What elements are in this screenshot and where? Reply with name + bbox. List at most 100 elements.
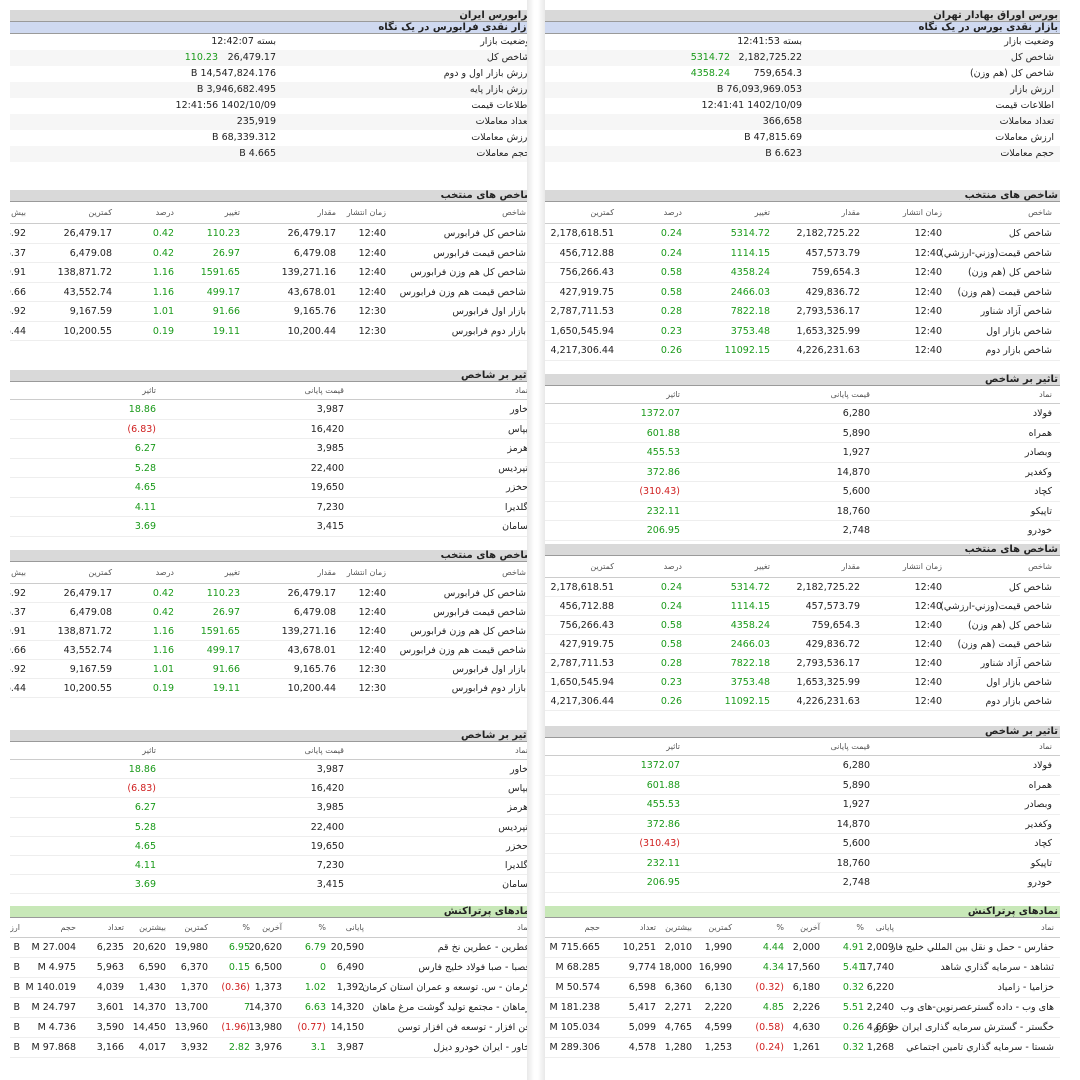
impact-row[interactable]: وکغدیر 14,870 372.86 [544, 815, 1060, 834]
impact-row[interactable]: وبصادر 1,927 455.53 [544, 443, 1060, 463]
index-value: 429,836.72 [805, 639, 860, 650]
traded-row[interactable]: فصبا - صبا فولاد خلیج فارس 6,490 0 6,500 0.1… [10, 958, 536, 978]
impact-row[interactable]: تپردیس 22,400 5.28 [10, 459, 536, 478]
index-row[interactable]: شاخص بازار اول 12:40 1,653,325.99 3753.48 0.… [544, 322, 1060, 341]
traded-lp: (1.96) [221, 1022, 250, 1033]
index-change: 110.23 [206, 588, 240, 599]
traded-row[interactable]: عطرین - عطرین نخ قم 20,590 6.79 20,620 6.95 1… [10, 938, 536, 958]
impact-row[interactable]: گلدیرا 7,230 4.11 [10, 498, 536, 517]
index-row[interactable]: شاخص بازار اول 12:40 1,653,325.99 3753.48 0.… [544, 673, 1060, 692]
index-time: 12:40 [914, 345, 942, 356]
index-row[interactable]: شاخص کل (هم وزن) 12:40 759,654.3 4358.24 0.5… [544, 616, 1060, 635]
impact-row[interactable]: کچاد 5,600 (310.43) [544, 834, 1060, 854]
index-row[interactable]: شاخص کل هم وزن فرابورس 12:40 139,271.16 159… [10, 622, 536, 641]
traded-row[interactable]: خگستر - گسترش سرمایه گذاری ایران خودرو 4,… [544, 1018, 1060, 1038]
traded-row[interactable]: های وب - داده گسترعصرنوین-های وب 2,240 5.5… [544, 998, 1060, 1018]
index-row[interactable]: شاخص قیمت فرابورس 12:40 6,479.08 26.97 0.42 6… [10, 603, 536, 622]
index-row[interactable]: بازار اول فرابورس 12:30 9,165.76 91.66 1.01 9… [10, 302, 536, 322]
impact-row[interactable]: خاور 3,987 18.86 [10, 400, 536, 420]
impact-row[interactable]: همراه 5,890 601.88 [544, 424, 1060, 443]
index-row[interactable]: بازار دوم فرابورس 12:30 10,200.44 19.11 0.19… [10, 322, 536, 341]
index-low: 43,552.74 [63, 645, 112, 656]
impact-price: 5,890 [842, 427, 870, 439]
stat-label: وضعیت بازار [480, 36, 530, 47]
index-row[interactable]: شاخص کل هم وزن فرابورس 12:40 139,271.16 159… [10, 263, 536, 283]
index-row[interactable]: شاخص بازار دوم 12:40 4,226,231.63 11092.15 0… [544, 341, 1060, 361]
traded-vol: 97.868 M [31, 1042, 76, 1053]
impact-row[interactable]: حخزر 19,650 4.65 [10, 478, 536, 498]
traded-row[interactable]: فن افزار - توسعه فن افزار توسن 14,150 (0.7… [10, 1018, 536, 1038]
impact-row[interactable]: گلدیرا 7,230 4.11 [10, 856, 536, 876]
index-row[interactable]: شاخص کل 12:40 2,182,725.22 5314.72 0.24 2,178… [544, 224, 1060, 244]
impact-row[interactable]: خاور 3,987 18.86 [10, 760, 536, 780]
stat-value: 1402/10/09 12:41:56 [175, 100, 276, 111]
traded-row[interactable]: ثشاهد - سرمایه گذاري شاهد 17,740 5.41 17,56… [544, 958, 1060, 978]
impact-row[interactable]: وکغدیر 14,870 372.86 [544, 463, 1060, 482]
impact-row[interactable]: بپاس 16,420 (6.83) [10, 779, 536, 799]
impact-row[interactable]: هرمز 3,985 6.27 [10, 439, 536, 459]
index-row[interactable]: بازار دوم فرابورس 12:30 10,200.44 19.11 0.19… [10, 679, 536, 698]
stat-row: حجم معاملات 4.665 B [10, 146, 536, 162]
impact-price: 19,650 [310, 482, 344, 493]
impact-row[interactable]: خودرو 2,748 206.95 [544, 521, 1060, 541]
impact-row[interactable]: فولاد 6,280 1372.07 [544, 404, 1060, 424]
impact-row[interactable]: سامان 3,415 3.69 [10, 875, 536, 895]
index-row[interactable]: شاخص کل فرابورس 12:40 26,479.17 110.23 0.42 2… [10, 584, 536, 603]
index-row[interactable]: شاخص آزاد شناور 12:40 2,793,536.17 7822.18 0… [544, 302, 1060, 322]
traded-val: B [13, 1002, 20, 1013]
impact-row[interactable]: حخزر 19,650 4.65 [10, 837, 536, 856]
index-row[interactable]: شاخص قیمت هم وزن فرابورس 12:40 43,678.01 49… [10, 283, 536, 302]
traded-low: 16,990 [698, 962, 732, 973]
impact-price: 18,760 [836, 857, 870, 869]
index-row[interactable]: شاخص کل 12:40 2,182,725.22 5314.72 0.24 2,178… [544, 578, 1060, 597]
tehran-traded-title: نمادهای پرتراکنش [544, 906, 1060, 918]
impact-row[interactable]: تپردیس 22,400 5.28 [10, 818, 536, 837]
stat-value: 759,654.3 [753, 68, 802, 79]
traded-row[interactable]: خزامیا - زامیاد 6,220 0.32 6,180 (0.32) 6,130… [544, 978, 1060, 998]
traded-lp: (0.32) [755, 982, 784, 993]
index-row[interactable]: شاخص قیمت(وزني-ارزشي) 12:40 457,573.79 1114… [544, 597, 1060, 616]
index-row[interactable]: شاخص کل (هم وزن) 12:40 759,654.3 4358.24 0.5… [544, 263, 1060, 283]
traded-vol: 50.574 M [555, 982, 600, 993]
index-row[interactable]: بازار اول فرابورس 12:30 9,165.76 91.66 1.01 9… [10, 660, 536, 679]
index-row[interactable]: شاخص قیمت فرابورس 12:40 6,479.08 26.97 0.42 6… [10, 244, 536, 263]
index-row[interactable]: شاخص قیمت هم وزن فرابورس 12:40 43,678.01 49… [10, 641, 536, 660]
impact-row[interactable]: تاپیکو 18,760 232.11 [544, 502, 1060, 521]
impact-row[interactable]: سامان 3,415 3.69 [10, 517, 536, 537]
impact-row[interactable]: کچاد 5,600 (310.43) [544, 482, 1060, 502]
fara-glance-title: بازار نقدی فرابورس در یک نگاه [10, 22, 536, 34]
tehran-impact-section-2: تاثیر بر شاخص نماد قیمت پایانی تاثیر فولاد 6… [544, 726, 1060, 910]
index-row[interactable]: شاخص قیمت(وزني-ارزشي) 12:40 457,573.79 1114… [544, 244, 1060, 263]
stat-value: 26,479.17 [227, 52, 276, 63]
index-row[interactable]: شاخص کل فرابورس 12:40 26,479.17 110.23 0.42 2… [10, 224, 536, 244]
index-row[interactable]: شاخص بازار دوم 12:40 4,226,231.63 11092.15 0… [544, 692, 1060, 711]
index-value: 26,479.17 [287, 228, 336, 239]
traded-row[interactable]: شستا - سرمایه گذاري تامین اجتماعي 1,268 0.… [544, 1038, 1060, 1058]
impact-row[interactable]: تاپیکو 18,760 232.11 [544, 854, 1060, 873]
stat-row: حجم معاملات 6.623 B [544, 146, 1060, 162]
stat-value: 366,658 [762, 116, 802, 127]
index-high: 6,486.37 [10, 247, 26, 259]
impact-row[interactable]: بپاس 16,420 (6.83) [10, 420, 536, 439]
column-header: کمترین [88, 568, 112, 577]
traded-row[interactable]: خاور - ایران خودرو دیزل 3,987 3.1 3,976 2.82… [10, 1038, 536, 1058]
traded-row[interactable]: زماهان - مجتمع تولید گوشت مرغ ماهان 14,32… [10, 998, 536, 1018]
traded-row[interactable]: حفارس - حمل و نقل بین المللي خليج فار...… [544, 938, 1060, 958]
impact-row[interactable]: فولاد 6,280 1372.07 [544, 756, 1060, 776]
traded-lp: 7 [243, 1002, 250, 1013]
impact-row[interactable]: وبصادر 1,927 455.53 [544, 795, 1060, 815]
traded-row[interactable]: کرمان - س. توسعه و عمران استان کرمان 1,39… [10, 978, 536, 998]
index-row[interactable]: شاخص قیمت (هم وزن) 12:40 429,836.72 2466.03… [544, 635, 1060, 654]
tehran-impact-table-2: نماد قیمت پایانی تاثیر فولاد 6,280 1372.07 همر… [544, 738, 1060, 893]
impact-row[interactable]: هرمز 3,985 6.27 [10, 798, 536, 818]
impact-row[interactable]: خودرو 2,748 206.95 [544, 873, 1060, 893]
index-value: 429,836.72 [805, 286, 860, 298]
stat-value: 1402/10/09 12:41:41 [701, 100, 802, 111]
index-row[interactable]: شاخص آزاد شناور 12:40 2,793,536.17 7822.18 0… [544, 654, 1060, 673]
impact-row[interactable]: همراه 5,890 601.88 [544, 776, 1060, 795]
column-header: شاخص [1028, 562, 1052, 571]
index-name: شاخص قیمت هم وزن فرابورس [399, 645, 526, 656]
index-row[interactable]: شاخص قیمت (هم وزن) 12:40 429,836.72 2466.03… [544, 283, 1060, 302]
stat-value: 4.665 B [239, 148, 276, 159]
impact-symbol: وکغدیر [1025, 818, 1052, 830]
